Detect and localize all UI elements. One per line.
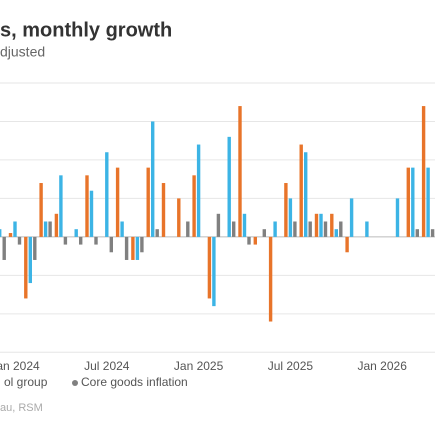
bar — [304, 152, 308, 237]
bar — [13, 221, 17, 237]
bar — [426, 167, 430, 237]
bar — [177, 198, 181, 237]
bar — [8, 233, 13, 237]
x-tick-label: Jan 2026 — [358, 359, 408, 373]
bar — [120, 221, 124, 237]
bar — [268, 236, 273, 322]
bar — [24, 236, 28, 299]
bar — [207, 236, 212, 299]
bar — [63, 236, 68, 245]
bar — [227, 136, 231, 237]
x-tick-label: Jan 2025 — [174, 359, 224, 373]
bar — [89, 190, 94, 237]
bar — [247, 236, 251, 245]
bar — [323, 221, 328, 237]
bar — [59, 175, 63, 237]
bar — [94, 236, 98, 245]
bar — [238, 106, 242, 237]
bar — [421, 106, 426, 237]
bar — [0, 229, 2, 237]
bar — [349, 198, 354, 237]
bar — [17, 236, 22, 245]
bar — [33, 236, 37, 260]
bar — [186, 221, 190, 237]
bar — [365, 221, 369, 237]
bar — [48, 221, 52, 237]
bar — [293, 221, 297, 237]
bar — [262, 229, 266, 237]
chart-title: s, monthly growth — [0, 19, 172, 41]
bar — [124, 236, 129, 260]
bar — [411, 167, 415, 237]
bar — [330, 213, 334, 237]
bar — [288, 198, 293, 237]
bar — [242, 213, 247, 237]
bar — [232, 221, 236, 237]
bar — [273, 221, 277, 237]
bar — [395, 198, 400, 237]
bar — [216, 213, 221, 237]
bar — [299, 144, 303, 237]
bar — [406, 167, 410, 237]
bar — [85, 175, 89, 237]
x-tick-label: Jul 2024 — [84, 359, 130, 373]
bar — [79, 236, 83, 245]
bar — [319, 213, 323, 237]
bar — [196, 144, 201, 237]
bar — [2, 236, 6, 260]
legend-marker — [72, 380, 78, 386]
bar — [105, 152, 109, 237]
bar — [151, 121, 155, 237]
legend-label: Core goods inflation — [81, 375, 188, 389]
bar — [308, 221, 312, 237]
bar — [284, 183, 288, 237]
bar — [415, 229, 419, 237]
x-tick-label: Jul 2025 — [268, 359, 314, 373]
bar — [212, 236, 216, 307]
bar — [345, 236, 349, 253]
source: au, RSM — [0, 402, 43, 414]
bar — [74, 229, 78, 237]
bar — [339, 221, 343, 237]
bar — [54, 213, 59, 237]
bar — [109, 236, 113, 253]
legend-label: ol group — [4, 375, 48, 389]
bar — [334, 229, 338, 237]
x-tick-label: Jan 2024 — [0, 359, 40, 373]
bar — [135, 236, 140, 260]
bar — [140, 236, 144, 253]
bar — [146, 167, 150, 237]
bar — [192, 175, 196, 237]
bar — [131, 236, 135, 260]
bar — [253, 236, 257, 245]
bar — [314, 213, 319, 237]
bar — [115, 167, 120, 237]
bar — [43, 221, 48, 237]
bar — [28, 236, 32, 284]
bar — [155, 229, 159, 237]
bar — [161, 183, 166, 237]
chart-subtitle: djusted — [0, 44, 45, 60]
bar — [39, 183, 43, 237]
bar — [430, 229, 435, 237]
